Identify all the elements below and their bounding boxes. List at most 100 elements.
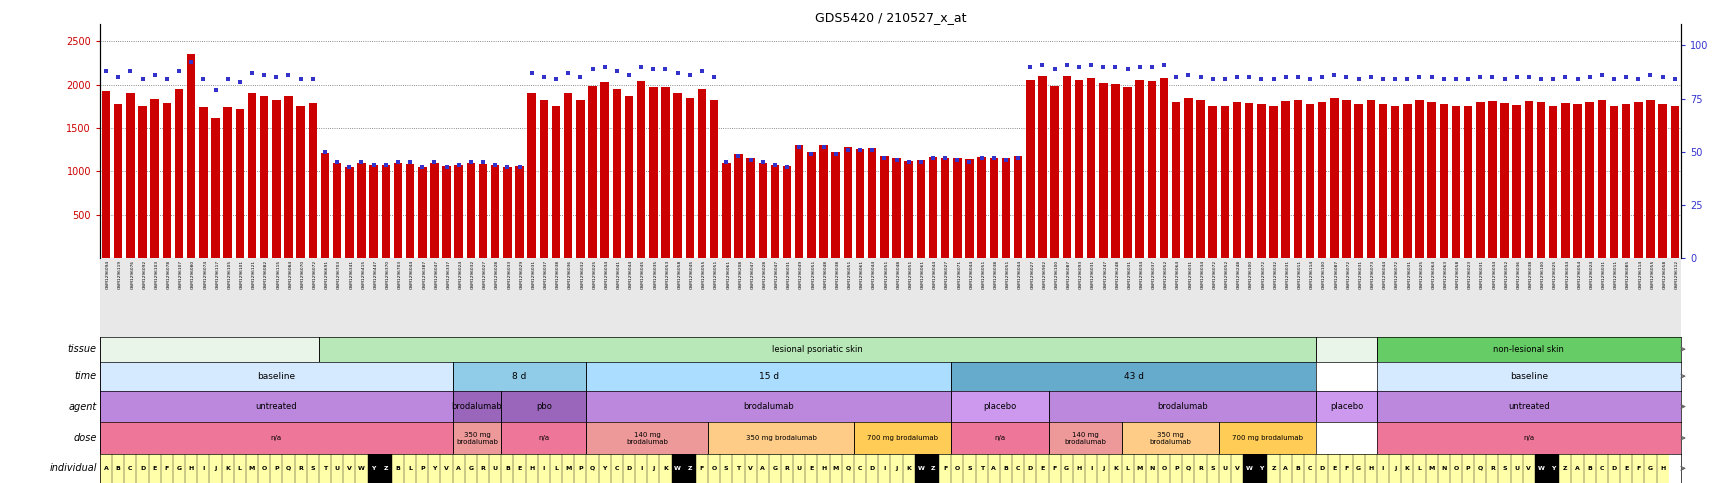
Point <box>1185 73 1213 81</box>
Text: G: G <box>469 466 474 471</box>
Text: J: J <box>1394 466 1396 471</box>
Text: L: L <box>1416 466 1421 471</box>
Text: GSM1296045: GSM1296045 <box>641 260 644 289</box>
Text: H: H <box>529 466 534 471</box>
Text: E: E <box>808 466 813 471</box>
Bar <box>698 89 706 258</box>
Bar <box>710 100 718 258</box>
Bar <box>489 454 501 483</box>
Text: GSM1296370: GSM1296370 <box>386 260 389 289</box>
Point <box>1077 61 1104 69</box>
Text: W: W <box>674 466 681 471</box>
Bar <box>1533 454 1546 483</box>
Text: V: V <box>445 466 448 471</box>
Text: O: O <box>1452 466 1458 471</box>
Bar <box>746 158 755 258</box>
Text: Z: Z <box>1563 466 1566 471</box>
Bar <box>1473 454 1485 483</box>
Bar <box>917 160 925 258</box>
Point <box>627 63 655 71</box>
Bar <box>234 454 246 483</box>
Bar <box>100 454 112 483</box>
Bar <box>112 454 124 483</box>
Bar <box>646 454 658 483</box>
Bar <box>1256 104 1265 258</box>
Bar <box>636 81 644 258</box>
Bar <box>415 454 427 483</box>
Text: S: S <box>1210 466 1215 471</box>
Bar <box>1049 85 1058 258</box>
Point <box>1053 61 1080 69</box>
Point <box>1113 65 1141 72</box>
Bar <box>1413 454 1425 483</box>
Text: GSM1296061: GSM1296061 <box>860 260 863 289</box>
Text: GSM1296032: GSM1296032 <box>581 260 584 289</box>
Point <box>262 73 289 81</box>
Bar <box>272 99 281 258</box>
Bar <box>805 454 817 483</box>
Bar <box>1546 454 1558 483</box>
Point <box>798 150 825 158</box>
Bar <box>319 454 331 483</box>
Bar <box>427 454 441 483</box>
Point <box>360 161 388 169</box>
Point <box>1125 63 1153 71</box>
Bar <box>527 94 536 258</box>
Text: E: E <box>1332 466 1335 471</box>
Bar <box>1645 100 1654 258</box>
Point <box>1161 73 1189 81</box>
Bar <box>126 94 134 258</box>
Point <box>846 146 874 154</box>
Text: D: D <box>1318 466 1323 471</box>
Bar <box>333 163 341 258</box>
Text: GSM1296035: GSM1296035 <box>653 260 656 289</box>
Bar <box>1597 100 1606 258</box>
Bar <box>1499 103 1508 258</box>
Text: D: D <box>140 466 145 471</box>
Text: GSM1296029: GSM1296029 <box>519 260 524 289</box>
Text: GSM1296447: GSM1296447 <box>374 260 377 289</box>
Bar <box>1485 454 1497 483</box>
Text: L: L <box>1125 466 1129 471</box>
Bar <box>1583 454 1595 483</box>
Point <box>105 73 133 81</box>
Text: E: E <box>517 466 522 471</box>
Bar <box>1315 454 1327 483</box>
Text: GSM1296036: GSM1296036 <box>1516 260 1520 289</box>
Text: H: H <box>1075 466 1080 471</box>
Text: T: T <box>322 466 327 471</box>
Text: GSM1296037: GSM1296037 <box>543 260 548 289</box>
Bar <box>634 454 646 483</box>
Text: F: F <box>165 466 169 471</box>
Text: I: I <box>543 466 544 471</box>
Text: G: G <box>772 466 777 471</box>
Bar <box>1461 454 1473 483</box>
Text: K: K <box>226 466 229 471</box>
Text: brodalumab: brodalumab <box>743 402 794 411</box>
Text: V: V <box>346 466 351 471</box>
Point <box>1659 75 1687 83</box>
Bar <box>296 106 305 258</box>
Text: U: U <box>1513 466 1518 471</box>
Bar <box>1523 101 1532 258</box>
Bar <box>674 93 682 258</box>
Bar <box>722 163 731 258</box>
Bar <box>1632 454 1644 483</box>
Text: GSM1296031: GSM1296031 <box>1601 260 1604 289</box>
Text: GSM1296072: GSM1296072 <box>1394 260 1399 289</box>
Text: W: W <box>917 466 924 471</box>
Text: GSM1296032: GSM1296032 <box>1273 260 1277 289</box>
Text: GSM1296025: GSM1296025 <box>1552 260 1556 289</box>
Text: GSM1296100: GSM1296100 <box>1540 260 1544 289</box>
Text: GSM1296031: GSM1296031 <box>1480 260 1484 289</box>
Text: L: L <box>238 466 241 471</box>
Text: Q: Q <box>286 466 291 471</box>
Point <box>822 150 849 158</box>
Text: N: N <box>1149 466 1154 471</box>
Text: F: F <box>700 466 703 471</box>
Bar <box>794 145 803 258</box>
Point <box>1197 75 1225 83</box>
Bar <box>1134 454 1146 483</box>
Text: I: I <box>1089 466 1092 471</box>
Bar <box>1278 454 1291 483</box>
